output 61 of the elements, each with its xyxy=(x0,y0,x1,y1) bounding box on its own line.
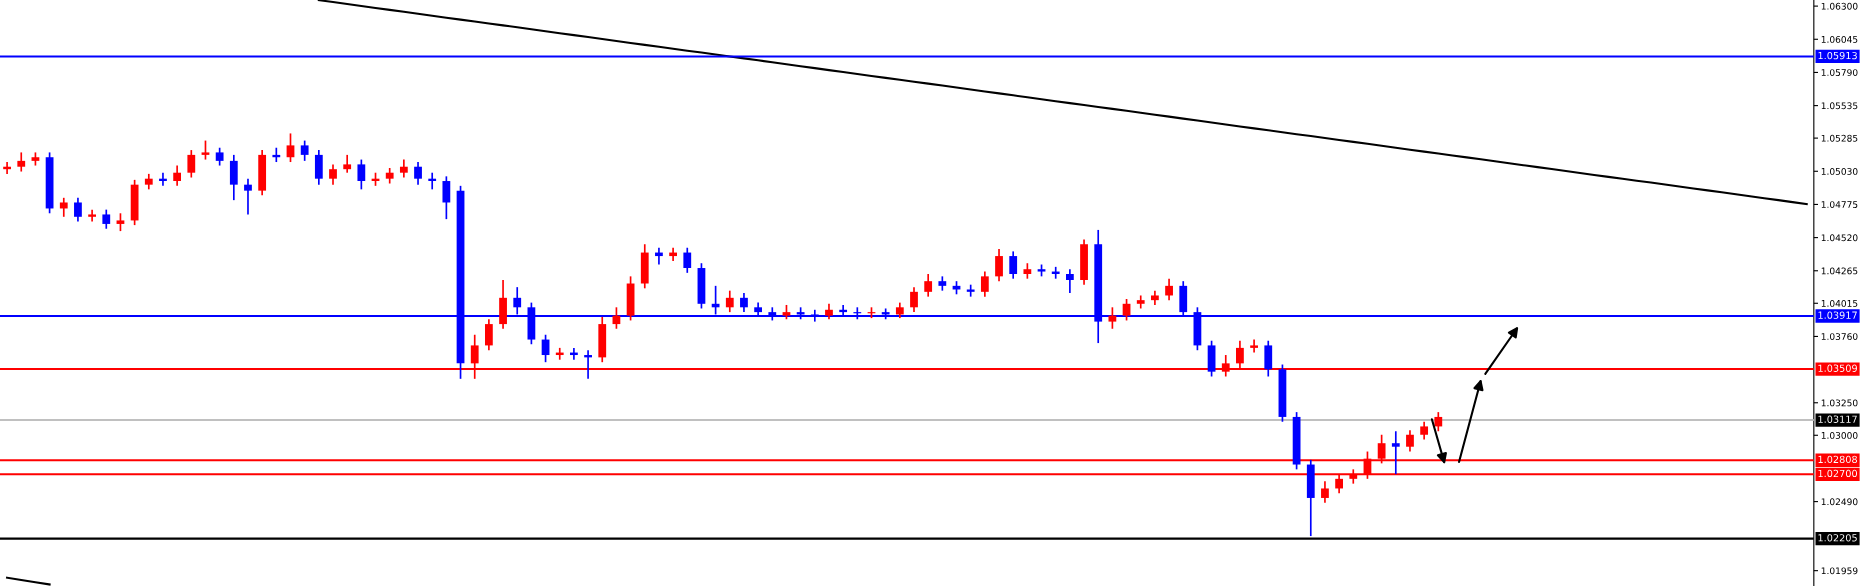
candlestick xyxy=(1406,429,1414,453)
candlestick xyxy=(1165,277,1173,301)
y-tick-label: 1.04265 xyxy=(1821,267,1858,275)
line-series xyxy=(317,0,1808,206)
candlestick xyxy=(357,158,366,191)
candlestick xyxy=(17,151,26,173)
candlestick xyxy=(173,164,182,187)
y-tick-label: 1.03760 xyxy=(1821,333,1858,340)
ref-line-label: 1.02808 xyxy=(1818,455,1857,464)
candlestick xyxy=(725,289,734,313)
candlestick xyxy=(187,149,196,179)
candlestick xyxy=(683,246,692,274)
y-tick-label: 1.03000 xyxy=(1821,432,1858,439)
candlestick xyxy=(740,292,748,313)
y-tick-label: 1.04520 xyxy=(1821,234,1858,242)
candlestick xyxy=(910,286,918,313)
ref-line-label: 1.05913 xyxy=(1818,51,1857,60)
y-tick-label: 1.02490 xyxy=(1821,498,1858,506)
candlestick xyxy=(924,273,933,298)
candlestick xyxy=(1108,306,1117,330)
candlestick xyxy=(1434,411,1443,433)
candlestick xyxy=(229,154,238,201)
line-series xyxy=(6,576,51,586)
candlestick xyxy=(1009,250,1018,280)
candlestick xyxy=(88,208,97,223)
candlestick xyxy=(1264,339,1273,378)
y-tick-label: 1.06045 xyxy=(1821,36,1858,43)
ref-line-label: 1.02205 xyxy=(1818,534,1857,542)
candlestick xyxy=(201,139,210,161)
candlestick xyxy=(995,248,1003,283)
candlestick xyxy=(314,149,323,186)
y-tick-label: 1.05285 xyxy=(1821,134,1858,142)
candlestick xyxy=(59,196,68,218)
candlestick xyxy=(1065,268,1074,294)
candlestick xyxy=(244,177,252,216)
candlestick xyxy=(442,175,451,220)
y-tick-label: 1.01959 xyxy=(1821,567,1858,575)
candlestick xyxy=(1122,298,1131,322)
candlestick xyxy=(286,132,295,163)
ref-line-label: 1.02700 xyxy=(1818,469,1858,478)
candlestick xyxy=(966,283,975,298)
candlestick xyxy=(300,139,309,162)
y-tick-label: 1.05790 xyxy=(1821,69,1858,76)
candlestick xyxy=(414,161,422,186)
y-tick-label: 1.04775 xyxy=(1821,201,1858,208)
y-tick-label: 1.04015 xyxy=(1821,300,1858,307)
ref-line-label: 1.03917 xyxy=(1818,311,1857,319)
candlestick xyxy=(1321,480,1329,504)
candlestick xyxy=(329,163,337,186)
y-tick-label: 1.03250 xyxy=(1821,399,1858,407)
candlestick xyxy=(1250,338,1258,354)
ref-line-label: 1.03509 xyxy=(1818,364,1857,372)
candlestick xyxy=(484,318,493,352)
candlestick xyxy=(102,208,111,230)
candlestick xyxy=(74,196,82,223)
y-tick-label: 1.06300 xyxy=(1821,2,1858,10)
y-tick-label: 1.05030 xyxy=(1821,168,1858,175)
candlestick xyxy=(1391,430,1400,475)
ref-line-label: 1.03117 xyxy=(1818,415,1857,423)
y-tick-label: 1.05535 xyxy=(1821,102,1858,110)
candlestick xyxy=(980,270,989,298)
